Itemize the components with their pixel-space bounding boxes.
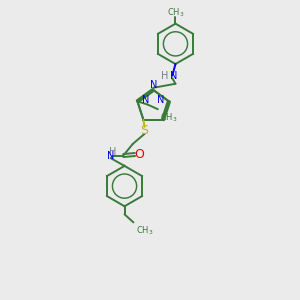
Text: N: N bbox=[142, 95, 149, 105]
Text: CH$_3$: CH$_3$ bbox=[167, 6, 184, 19]
Text: O: O bbox=[135, 148, 145, 161]
Text: CH$_3$: CH$_3$ bbox=[160, 112, 177, 124]
Text: CH$_3$: CH$_3$ bbox=[136, 225, 153, 237]
Text: S: S bbox=[140, 124, 148, 136]
Text: N: N bbox=[170, 71, 177, 81]
Text: N: N bbox=[150, 80, 157, 90]
Text: H: H bbox=[161, 71, 169, 81]
Text: H: H bbox=[109, 147, 116, 157]
Text: N: N bbox=[106, 151, 114, 160]
Text: N: N bbox=[157, 95, 164, 105]
